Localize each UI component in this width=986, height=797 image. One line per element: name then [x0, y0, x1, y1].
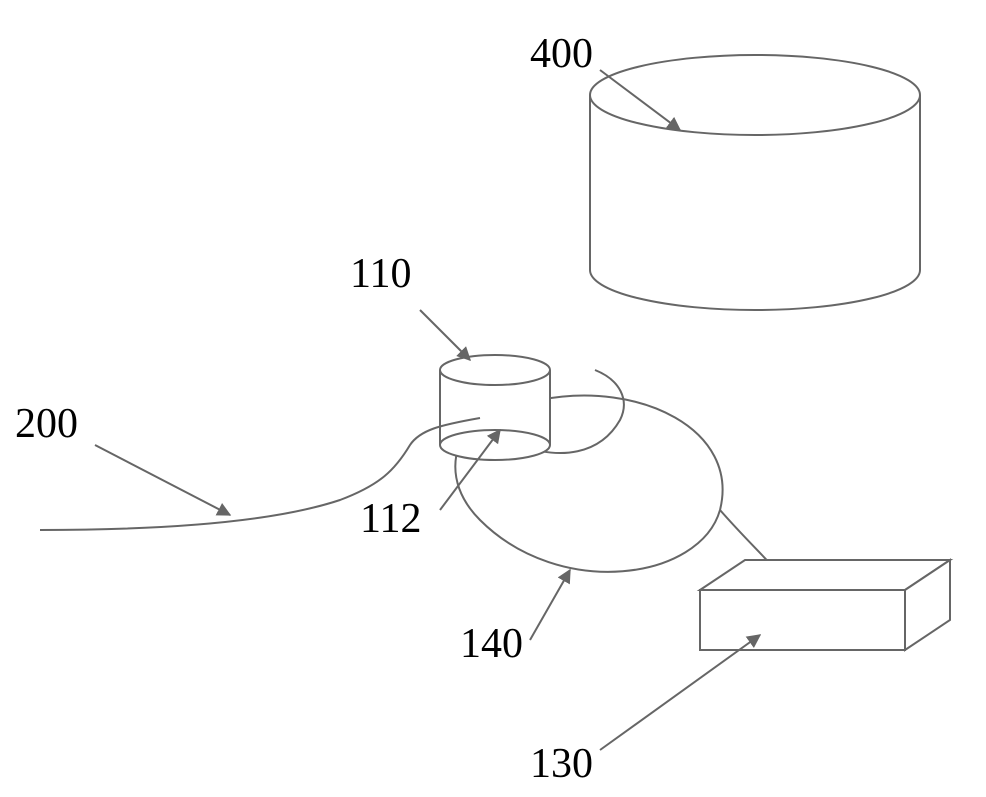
leader-110	[420, 310, 470, 360]
small-cylinder-110	[440, 355, 550, 460]
leader-200	[95, 445, 230, 515]
technical-diagram	[0, 0, 986, 797]
label-400: 400	[530, 30, 593, 78]
large-cylinder-400	[590, 55, 920, 310]
label-110: 110	[350, 250, 411, 298]
label-140: 140	[460, 620, 523, 668]
label-200: 200	[15, 400, 78, 448]
leader-140	[530, 570, 570, 640]
label-130: 130	[530, 740, 593, 788]
leader-130	[600, 635, 760, 750]
label-112: 112	[360, 495, 421, 543]
box-130	[700, 560, 950, 650]
